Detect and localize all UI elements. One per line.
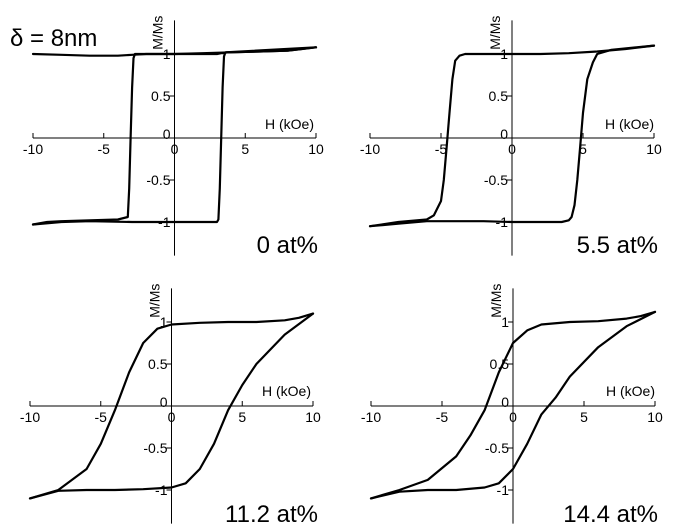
loop-branch-1: [368, 44, 656, 228]
y-tick-label: 1: [501, 314, 509, 330]
x-tick-label: -5: [436, 409, 449, 425]
x-axis-label: H (kOe): [605, 116, 654, 132]
x-tick-label: 0: [508, 141, 516, 157]
x-tick-label: 10: [647, 409, 663, 425]
loop-branch-1: [28, 312, 315, 500]
y-tick-label: 1: [160, 314, 168, 330]
x-tick-label: 0: [171, 141, 179, 157]
x-axis-label: H (kOe): [262, 383, 311, 399]
x-tick-label: -10: [23, 141, 43, 157]
loop-branch-2: [369, 310, 657, 500]
y-tick-label: 0: [500, 126, 508, 142]
x-tick-label: 10: [305, 409, 321, 425]
x-tick-label: 5: [580, 409, 588, 425]
y-tick-label: -0.5: [484, 172, 508, 188]
panel-label: 14.4 at%: [563, 501, 658, 528]
y-tick-label: 0.5: [151, 88, 171, 104]
loop-branch-2: [31, 46, 318, 57]
panel-label: 11.2 at%: [225, 501, 318, 528]
y-axis-label: M/Ms: [147, 284, 163, 318]
x-tick-label: 5: [241, 141, 249, 157]
panel-label: 5.5 at%: [577, 232, 658, 259]
x-tick-label: -5: [435, 141, 448, 157]
x-axis-label: H (kOe): [265, 116, 314, 132]
loop-branch-2: [368, 44, 656, 228]
loop-branch-3: [31, 46, 318, 226]
x-tick-label: 5: [579, 141, 587, 157]
y-tick-label: 0.5: [489, 88, 509, 104]
y-axis-label: M/Ms: [487, 16, 503, 50]
x-tick-label: -5: [98, 141, 111, 157]
y-tick-label: -0.5: [485, 440, 509, 456]
y-tick-label: -1: [155, 482, 168, 498]
y-tick-label: -1: [497, 482, 510, 498]
x-tick-label: 0: [168, 409, 176, 425]
loop-branch-1: [369, 310, 657, 500]
x-tick-label: 10: [646, 141, 662, 157]
y-tick-label: 0: [501, 394, 509, 410]
x-tick-label: 5: [238, 409, 246, 425]
x-axis-label: H (kOe): [606, 383, 655, 399]
panel-label: 0 at%: [257, 232, 318, 259]
y-axis-label: M/Ms: [488, 284, 504, 318]
panel-2: -10 -5 0 5 10-1-0.500.51H (kOe)M/Ms5.5 at%: [360, 16, 662, 259]
y-tick-label: -0.5: [146, 172, 170, 188]
y-tick-label: 0: [163, 126, 171, 142]
x-tick-label: 10: [308, 141, 324, 157]
y-tick-label: 0.5: [148, 356, 168, 372]
x-tick-label: 0: [509, 409, 517, 425]
x-tick-label: -5: [95, 409, 108, 425]
loop-branch-2: [28, 312, 315, 500]
x-tick-label: -10: [20, 409, 40, 425]
y-tick-label: 0: [160, 394, 168, 410]
figure-label: δ = 8nm: [10, 25, 97, 52]
x-tick-label: -10: [361, 409, 381, 425]
panel-1: -10 -5 0 5 10-1-0.500.51H (kOe)M/Ms0 at%: [23, 16, 324, 259]
y-tick-label: -0.5: [143, 440, 167, 456]
x-tick-label: -10: [360, 141, 380, 157]
y-axis-label: M/Ms: [150, 16, 166, 50]
